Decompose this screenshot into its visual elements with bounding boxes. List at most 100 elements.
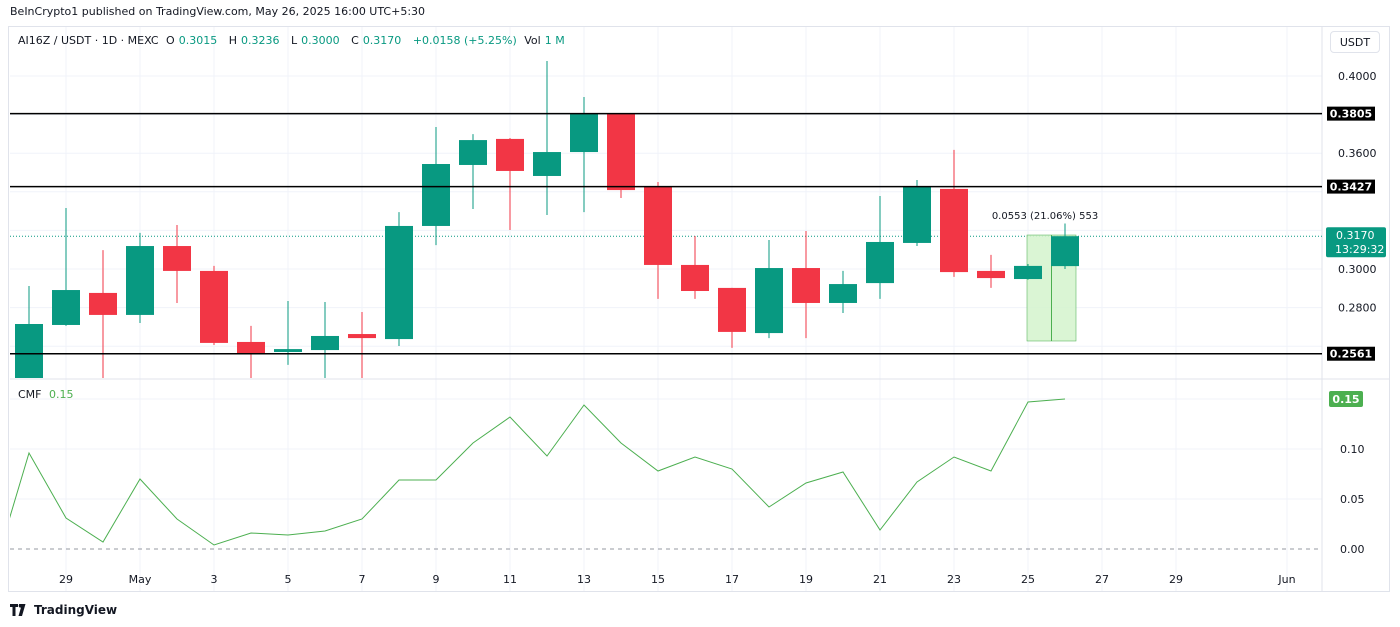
candle — [792, 230, 820, 339]
tradingview-logo-icon — [10, 604, 26, 616]
candle — [866, 196, 894, 299]
x-axis-label: 29 — [59, 573, 73, 586]
candle-body — [607, 114, 635, 191]
x-axis-label: 3 — [211, 573, 218, 586]
open-value: O 0.3015 — [166, 34, 221, 47]
candle — [274, 301, 302, 365]
candle-body — [829, 284, 857, 303]
tradingview-logo[interactable]: TradingView — [10, 603, 117, 617]
low-number: 0.3000 — [301, 34, 340, 47]
price-tick-label: 0.4000 — [1338, 70, 1377, 83]
low-label: L — [290, 34, 298, 47]
candle — [1014, 263, 1042, 280]
candle-body — [163, 246, 191, 271]
x-axis-label: May — [129, 573, 152, 586]
x-axis-label: 11 — [503, 573, 517, 586]
candle — [644, 181, 672, 299]
level-price-tag — [1327, 179, 1375, 194]
candle-body — [866, 241, 894, 284]
candle-body — [237, 341, 265, 354]
x-axis-label: 19 — [799, 573, 813, 586]
cmf-tick-label: 0.10 — [1340, 443, 1365, 456]
candle — [200, 265, 228, 346]
candle — [755, 240, 783, 339]
candle-body — [274, 349, 302, 352]
candle — [89, 250, 117, 378]
candle — [977, 254, 1005, 288]
candle — [52, 208, 80, 326]
x-axis-label: 13 — [577, 573, 591, 586]
candle-body — [903, 186, 931, 243]
high-number: 0.3236 — [240, 34, 280, 47]
close-label: C — [351, 34, 359, 47]
cmf-tick-label: 0.05 — [1340, 493, 1365, 506]
candle — [237, 325, 265, 378]
candle-body — [52, 290, 80, 325]
volume-label: Vol — [524, 34, 541, 47]
level-price-label: 0.3805 — [1330, 108, 1372, 121]
tradingview-logo-text: TradingView — [34, 603, 118, 617]
candle — [459, 134, 487, 209]
x-axis-label: 27 — [1095, 573, 1109, 586]
candle-body — [1014, 265, 1042, 280]
price-tick-label: 0.3000 — [1338, 263, 1377, 276]
currency-button[interactable]: USDT — [1330, 31, 1380, 53]
x-axis-label: 21 — [873, 573, 887, 586]
x-axis-label: 29 — [1169, 573, 1183, 586]
close-number: 0.3170 — [362, 34, 402, 47]
candle-body — [126, 246, 154, 315]
candle-body — [755, 268, 783, 334]
candles — [15, 60, 1079, 378]
candle-body — [385, 225, 413, 340]
price-tick-label: 0.3600 — [1338, 147, 1377, 160]
candle — [348, 312, 376, 378]
volume-number: 1 M — [544, 34, 565, 47]
candle-body — [496, 138, 524, 171]
volume-value: Vol 1 M — [524, 34, 568, 47]
x-axis-label: 15 — [651, 573, 665, 586]
price-tick-label: 0.2800 — [1338, 302, 1377, 315]
cmf-legend[interactable]: CMF 0.15 — [18, 388, 74, 401]
current-price-label: 0.3170 — [1336, 229, 1375, 242]
change-value: +0.0158 (+5.25%) — [412, 34, 517, 47]
candle-body — [792, 268, 820, 303]
x-axis-label: Jun — [1277, 573, 1295, 586]
close-value: C 0.3170 — [351, 34, 405, 47]
cmf-title: CMF — [18, 388, 42, 401]
x-axis-label: 5 — [285, 573, 292, 586]
high-value: H 0.3236 — [229, 34, 284, 47]
candle — [533, 60, 561, 215]
x-axis-label: 9 — [433, 573, 440, 586]
candle-body — [1051, 236, 1079, 267]
x-axis-label: 7 — [359, 573, 366, 586]
candle-body — [533, 152, 561, 176]
candle-body — [348, 334, 376, 339]
candle-body — [200, 270, 228, 343]
current-price-tag — [1326, 227, 1386, 258]
candle-body — [940, 188, 968, 273]
symbol-legend: AI16Z / USDT · 1D · MEXC O 0.3015 H 0.3236… — [18, 34, 573, 47]
low-value: L 0.3000 — [291, 34, 344, 47]
cmf-value-tag — [1329, 391, 1363, 407]
measure-label: 0.0553 (21.06%) 553 — [992, 211, 1098, 222]
open-label: O — [166, 34, 175, 47]
candle — [829, 270, 857, 314]
candle — [15, 285, 43, 378]
candle — [718, 287, 746, 348]
x-axis-label: 17 — [725, 573, 739, 586]
candle-body — [718, 287, 746, 332]
candle — [163, 224, 191, 303]
candle-body — [89, 292, 117, 315]
symbol-title[interactable]: AI16Z / USDT · 1D · MEXC — [18, 34, 159, 47]
level-price-label: 0.3427 — [1330, 181, 1372, 194]
cmf-line — [10, 398, 1066, 546]
countdown-label: 13:29:32 — [1335, 243, 1384, 256]
candle-body — [15, 324, 43, 378]
candle — [607, 113, 635, 198]
candle-body — [570, 114, 598, 153]
candle — [681, 235, 709, 299]
candle — [422, 126, 450, 246]
publisher-line: BeInCrypto1 published on TradingView.com… — [10, 5, 426, 18]
candle — [940, 149, 968, 277]
